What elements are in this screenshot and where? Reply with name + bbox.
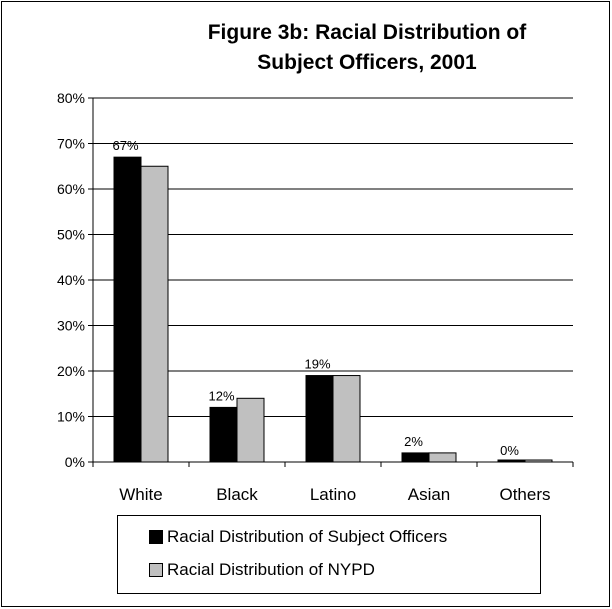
bar-others-nypd xyxy=(524,459,553,463)
data-label-asian: 2% xyxy=(404,434,423,449)
legend-swatch-nypd xyxy=(149,563,163,577)
category-label-others: Others xyxy=(499,485,550,504)
y-tick-label: 80% xyxy=(57,90,85,106)
legend-item-nypd: Racial Distribution of NYPD xyxy=(149,559,375,581)
chart-title: Figure 3b: Racial Distribution of Subjec… xyxy=(132,18,602,78)
category-label-black: Black xyxy=(216,485,258,504)
bar-latino-nypd xyxy=(332,375,361,463)
y-tick-label: 30% xyxy=(57,318,85,334)
y-tick-label: 60% xyxy=(57,181,85,197)
bar-white-nypd xyxy=(140,165,169,463)
legend-label-nypd: Racial Distribution of NYPD xyxy=(167,560,375,579)
legend-swatch-subject-officers xyxy=(149,530,163,544)
category-label-asian: Asian xyxy=(408,485,451,504)
data-label-others: 0% xyxy=(500,443,519,458)
data-label-white: 67% xyxy=(112,138,138,153)
y-tick-label: 10% xyxy=(57,409,85,425)
bar-asian-nypd xyxy=(428,452,457,463)
y-tick-label: 40% xyxy=(57,272,85,288)
data-label-black: 12% xyxy=(208,388,234,403)
bar-latino-subject-officers xyxy=(305,375,334,463)
bar-black-subject-officers xyxy=(209,406,238,463)
legend: Racial Distribution of Subject Officers … xyxy=(117,515,541,594)
bar-others-subject-officers xyxy=(497,459,526,463)
category-label-white: White xyxy=(119,485,162,504)
data-label-latino: 19% xyxy=(304,357,330,372)
bar-black-nypd xyxy=(236,397,265,463)
y-tick-label: 70% xyxy=(57,136,85,152)
category-label-latino: Latino xyxy=(310,485,356,504)
y-tick-label: 50% xyxy=(57,227,85,243)
chart-title-line-2: Subject Officers, 2001 xyxy=(257,51,477,74)
y-tick-label: 0% xyxy=(65,454,85,470)
bar-asian-subject-officers xyxy=(401,452,430,463)
legend-item-subject-officers: Racial Distribution of Subject Officers xyxy=(149,526,447,548)
y-tick-label: 20% xyxy=(57,363,85,379)
chart-title-line-1: Figure 3b: Racial Distribution of xyxy=(207,21,527,44)
bar-white-subject-officers xyxy=(113,156,142,463)
bar-chart: 0% 10% 20% 30% 40% 50% 60% 70% 80% 67% White 12% Bla… xyxy=(57,90,574,504)
legend-label-subject-officers: Racial Distribution of Subject Officers xyxy=(167,527,448,546)
